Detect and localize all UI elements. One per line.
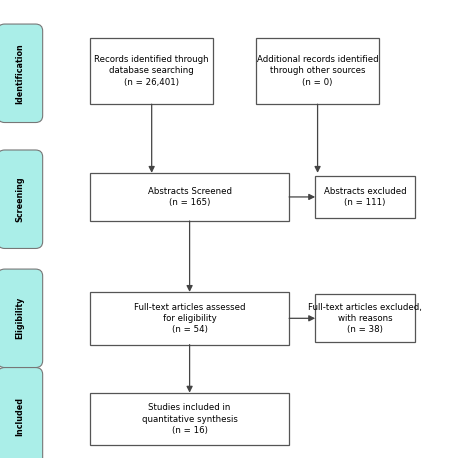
Text: Full-text articles assessed
for eligibility
(n = 54): Full-text articles assessed for eligibil…	[134, 303, 246, 334]
Text: Abstracts Screened
(n = 165): Abstracts Screened (n = 165)	[147, 187, 232, 207]
Text: Studies included in
quantitative synthesis
(n = 16): Studies included in quantitative synthes…	[142, 403, 237, 435]
FancyBboxPatch shape	[90, 38, 213, 104]
Text: Included: Included	[16, 397, 25, 436]
FancyBboxPatch shape	[0, 367, 43, 458]
FancyBboxPatch shape	[256, 38, 379, 104]
Text: Screening: Screening	[16, 176, 25, 222]
FancyBboxPatch shape	[90, 292, 289, 344]
FancyBboxPatch shape	[0, 269, 43, 367]
FancyBboxPatch shape	[0, 24, 43, 123]
Text: Additional records identified
through other sources
(n = 0): Additional records identified through ot…	[257, 55, 378, 87]
FancyBboxPatch shape	[0, 150, 43, 249]
FancyBboxPatch shape	[90, 173, 289, 221]
Text: Eligibility: Eligibility	[16, 297, 25, 339]
Text: Full-text articles excluded,
with reasons
(n = 38): Full-text articles excluded, with reason…	[308, 303, 422, 334]
Text: Abstracts excluded
(n = 111): Abstracts excluded (n = 111)	[324, 187, 406, 207]
FancyBboxPatch shape	[90, 393, 289, 445]
Text: Identification: Identification	[16, 43, 25, 104]
FancyBboxPatch shape	[315, 294, 415, 343]
FancyBboxPatch shape	[315, 176, 415, 218]
Text: Records identified through
database searching
(n = 26,401): Records identified through database sear…	[94, 55, 209, 87]
